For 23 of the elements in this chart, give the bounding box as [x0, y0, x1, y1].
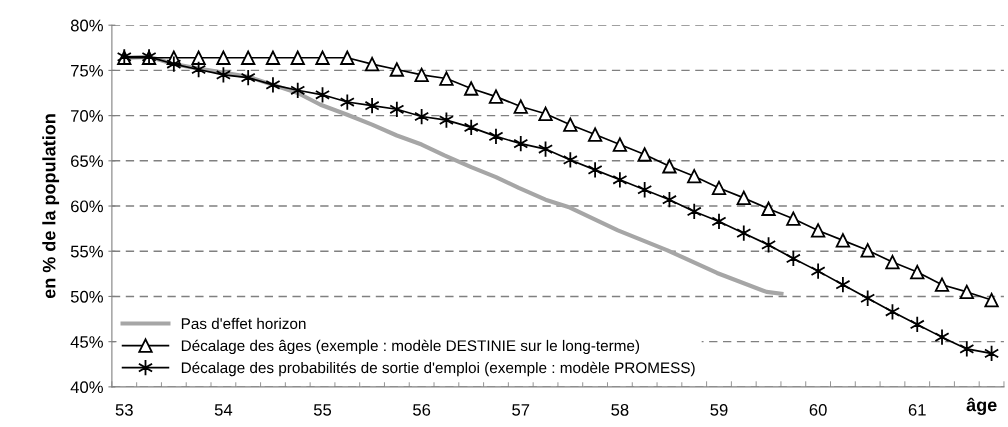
x-tick-label: 60 — [809, 403, 827, 416]
y-tick-label: 60% — [71, 200, 103, 213]
x-tick-label: 59 — [710, 403, 728, 416]
x-tick-label: 61 — [908, 403, 926, 416]
y-axis-title: en % de la population — [42, 114, 60, 299]
x-tick-label: 56 — [413, 403, 431, 416]
x-tick-label: 53 — [115, 403, 133, 416]
y-tick-label: 70% — [71, 110, 103, 122]
y-tick-label: 50% — [70, 290, 103, 303]
y-tick-label: 65% — [71, 155, 103, 168]
y-tick-label: 75% — [71, 64, 103, 77]
legend-label: Pas d'effet horizon — [181, 317, 306, 330]
x-axis-title: âge — [966, 397, 997, 416]
x-tick-label: 58 — [611, 403, 629, 416]
y-tick-label: 40% — [70, 381, 103, 394]
legend-label: Décalage des probabilités de sortie d'emploi (exemple : modèle PROMESS) — [181, 361, 695, 377]
x-tick-label: 57 — [512, 404, 530, 416]
y-tick-label: 80% — [70, 19, 103, 32]
y-tick-label: 55% — [70, 245, 103, 258]
legend-label: Décalage des âges (exemple : modèle DESTINIE sur le long-terme) — [181, 339, 640, 355]
x-tick-label: 54 — [214, 404, 233, 416]
x-tick-label: 55 — [313, 404, 332, 416]
y-tick-label: 45% — [70, 336, 103, 348]
